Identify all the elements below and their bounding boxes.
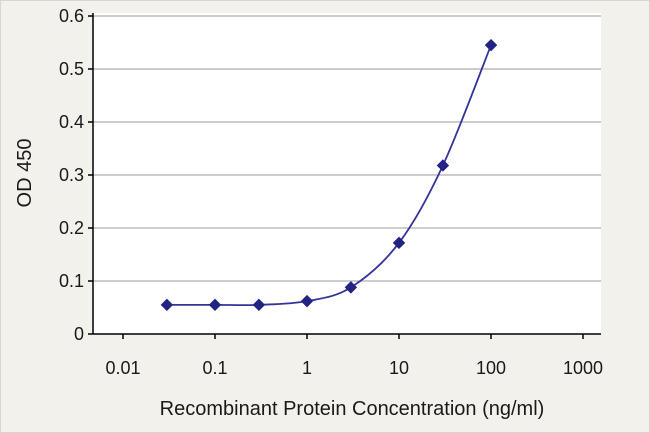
data-point-marker [160, 298, 174, 312]
x-axis-title: Recombinant Protein Concentration (ng/ml… [160, 398, 545, 420]
y-tick-label: 0 [74, 324, 84, 344]
data-point-marker [436, 159, 450, 172]
x-tick-label: 1000 [563, 358, 603, 378]
y-tick-label: 0.5 [59, 59, 84, 79]
data-point-marker [344, 281, 358, 294]
y-tick-label: 0.2 [59, 218, 84, 238]
y-tick-label: 0.1 [59, 271, 84, 291]
data-point-marker [484, 38, 498, 52]
y-tick-label: 0.4 [59, 112, 84, 132]
x-tick-label: 10 [389, 358, 409, 378]
y-tick-label: 0.3 [59, 165, 84, 185]
x-tick-label: 0.1 [202, 358, 227, 378]
y-axis-title: OD 450 [14, 139, 36, 208]
y-tick-label: 0.6 [59, 6, 84, 26]
data-point-marker [208, 298, 222, 312]
x-tick-label: 0.01 [105, 358, 140, 378]
data-point-marker [392, 236, 406, 250]
chart-layer: 0 0.1 0.2 0.3 0.4 0.5 0.6 0.01 0.1 1 10 100 1000 [59, 6, 603, 378]
data-point-marker [252, 298, 266, 312]
x-tick-label: 100 [476, 358, 506, 378]
data-point-marker [300, 294, 314, 308]
x-tick-label: 1 [302, 358, 312, 378]
